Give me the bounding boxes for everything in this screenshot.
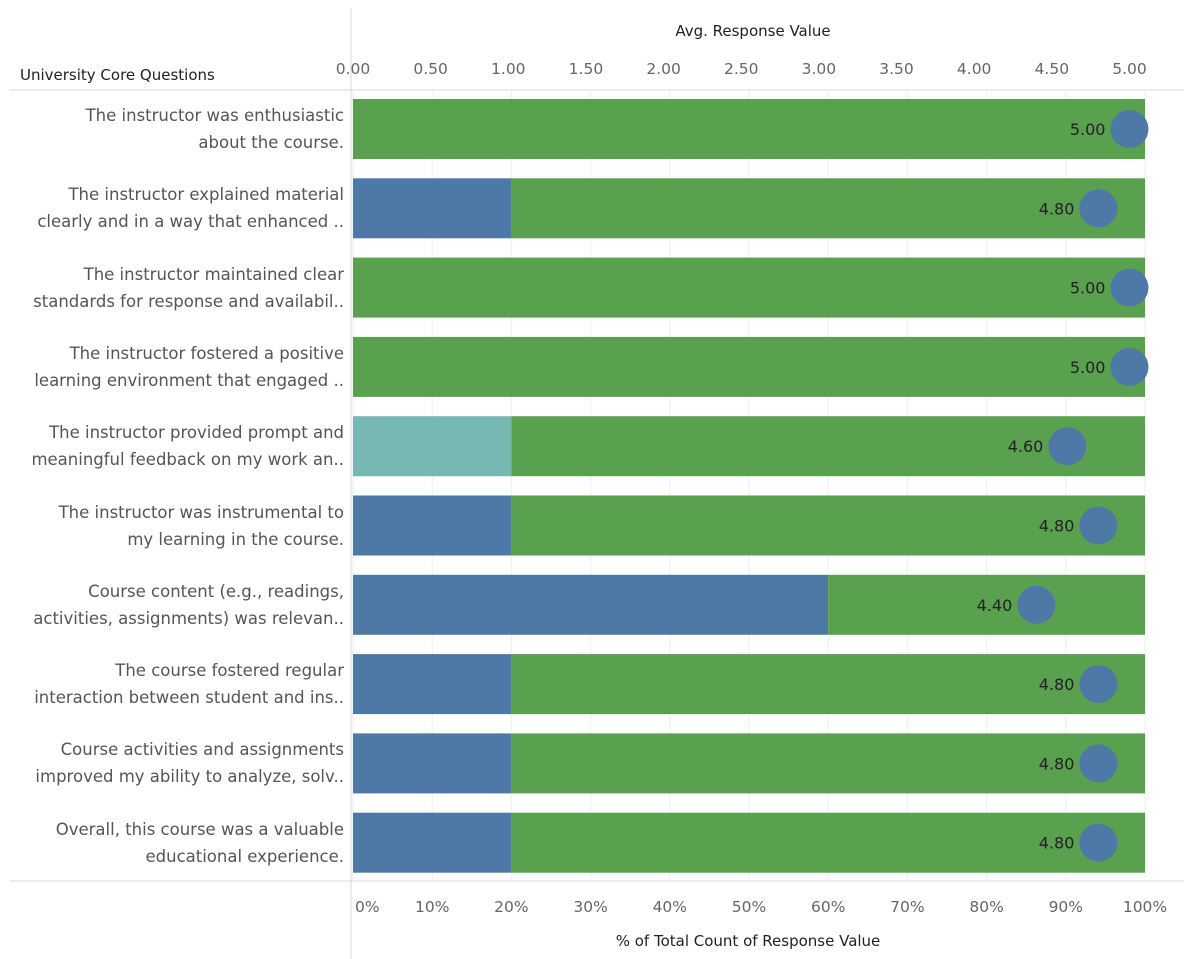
avg-value-label: 5.00 (1070, 358, 1106, 377)
row-label: The course fostered regular interaction b… (4, 657, 344, 711)
avg-dot (1110, 347, 1149, 386)
row-field-title: University Core Questions (20, 66, 215, 84)
row-label: The instructor explained material clearly… (4, 181, 344, 235)
avg-dot (1079, 189, 1118, 228)
bottom-axis-tick-label: 10% (415, 898, 449, 916)
avg-value-label: 4.80 (1039, 199, 1075, 218)
avg-dot (1079, 744, 1118, 783)
row-label-line: The instructor fostered a positive (69, 343, 344, 363)
avg-dot (1079, 506, 1118, 545)
top-axis-tick-label: 3.00 (802, 60, 837, 78)
row-label: Overall, this course was a valuable educa… (4, 816, 344, 870)
row-label-line: The instructor was instrumental to (58, 502, 344, 522)
row-label-line: meaningful feedback on my work an.. (31, 450, 344, 470)
avg-value-label: 5.00 (1070, 279, 1106, 298)
avg-dot (1079, 665, 1118, 704)
top-axis-tick-label: 0.00 (336, 60, 371, 78)
bottom-axis-tick-label: 90% (1049, 898, 1083, 916)
row-label: The instructor fostered a positive learni… (4, 340, 344, 394)
bottom-axis-title: % of Total Count of Response Value (615, 932, 881, 950)
row-label: The instructor provided prompt and meanin… (4, 419, 344, 473)
avg-value-label: 4.80 (1039, 675, 1075, 694)
row-label-line: activities, assignments) was relevan.. (33, 608, 344, 628)
top-axis-tick-label: 0.50 (413, 60, 448, 78)
bottom-axis-tick-label: 60% (811, 898, 845, 916)
bottom-axis-tick-label: 30% (573, 898, 607, 916)
row-label: The instructor was enthusiastic about the… (4, 102, 344, 156)
row-label-line: The instructor was enthusiastic (85, 106, 344, 125)
avg-dot (1110, 268, 1149, 307)
bar-segment (353, 178, 512, 239)
bottom-axis-tick-label: 50% (732, 898, 766, 916)
avg-value-label: 5.00 (1070, 120, 1106, 139)
top-axis-tick-label: 4.50 (1035, 60, 1070, 78)
avg-dot (1048, 427, 1087, 466)
avg-value-label: 4.60 (1008, 437, 1044, 456)
bar-segment (511, 812, 1145, 873)
row-label-line: standards for response and availabil.. (33, 291, 344, 311)
top-axis-tick-label: 4.00 (957, 60, 992, 78)
top-axis-tick-label: 5.00 (1112, 60, 1147, 78)
row-label-line: my learning in the course. (127, 529, 344, 549)
row-label-line: The course fostered regular (115, 661, 344, 681)
bottom-axis-tick-label: 20% (494, 898, 528, 916)
row-label-line: about the course. (198, 133, 344, 152)
row-label-line: interaction between student and ins.. (34, 688, 344, 708)
row-label-line: learning environment that engaged .. (34, 370, 344, 390)
bar-segment (353, 654, 512, 715)
row-label-line: Course activities and assignments (60, 740, 344, 760)
top-axis-tick-label: 1.00 (491, 60, 526, 78)
top-axis-tick-label: 1.50 (569, 60, 604, 78)
top-axis-tick-label: 2.50 (724, 60, 759, 78)
row-label-line: The instructor maintained clear (83, 264, 344, 284)
bar-segment (828, 574, 1145, 635)
row-label: Course activities and assignments improve… (4, 736, 344, 790)
bottom-axis-tick-label: 0% (355, 898, 380, 916)
bottom-axis-tick-label: 100% (1123, 898, 1167, 916)
bar-segment (511, 654, 1145, 715)
bar-segment (353, 574, 829, 635)
bottom-axis-tick-label: 80% (969, 898, 1003, 916)
avg-dot (1017, 585, 1056, 624)
bottom-axis-tick-label: 70% (890, 898, 924, 916)
bottom-axis-tick-label: 40% (653, 898, 687, 916)
row-label: Course content (e.g., readings, activitie… (4, 578, 344, 632)
avg-dot (1110, 110, 1149, 148)
row-label-line: Course content (e.g., readings, (88, 581, 344, 601)
row-label-line: improved my ability to analyze, solv.. (35, 767, 344, 787)
row-label-line: The instructor explained material (68, 185, 344, 205)
bar-segment (353, 495, 512, 556)
row-label-line: educational experience. (145, 846, 344, 866)
bar-segment (353, 99, 1145, 159)
bar-segment (511, 416, 1145, 477)
row-label: The instructor maintained clear standards… (4, 261, 344, 315)
bar-segment (511, 495, 1145, 556)
avg-value-label: 4.80 (1039, 754, 1075, 773)
avg-value-label: 4.80 (1039, 517, 1075, 536)
avg-dot (1079, 823, 1118, 862)
avg-value-label: 4.40 (977, 596, 1013, 615)
row-label: The instructor was instrumental to my lea… (4, 499, 344, 553)
avg-value-label: 4.80 (1039, 834, 1075, 853)
bar-segment (353, 812, 512, 873)
bar-segment (353, 336, 1145, 397)
row-label-line: The instructor provided prompt and (49, 423, 344, 443)
row-label-line: Overall, this course was a valuable (55, 819, 344, 839)
bar-segment (511, 733, 1145, 794)
bar-segment (353, 733, 512, 794)
bar-segment (353, 416, 512, 477)
top-axis-title: Avg. Response Value (675, 22, 831, 40)
bar-segment (511, 178, 1145, 239)
row-label-line: clearly and in a way that enhanced .. (37, 212, 344, 232)
top-axis-tick-label: 2.00 (646, 60, 681, 78)
bar-segment (353, 257, 1145, 318)
top-axis-tick-label: 3.50 (879, 60, 914, 78)
